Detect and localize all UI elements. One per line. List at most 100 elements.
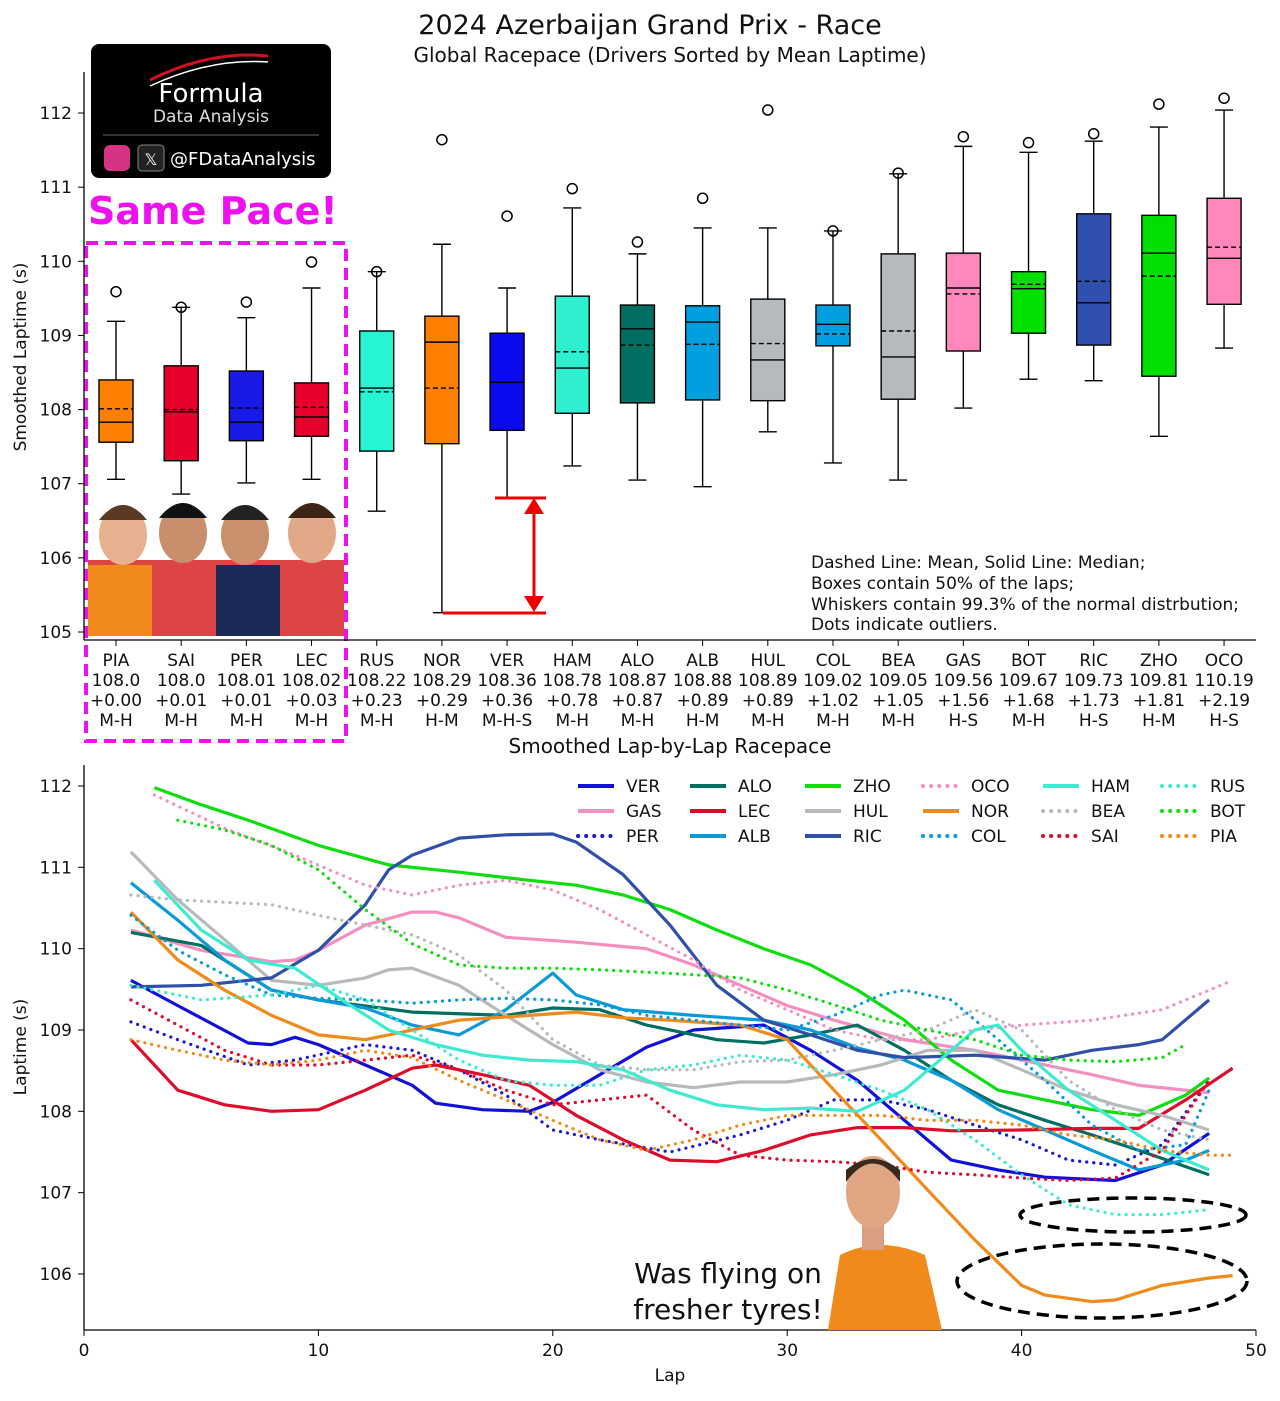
x-tick-tyres: M-H [164, 711, 198, 731]
x-tick-driver: ALO [620, 651, 654, 671]
outlier-point [892, 167, 904, 179]
bottom-y-axis-label: Laptime (s) [11, 999, 31, 1096]
x-tick-gap: +1.05 [872, 691, 924, 711]
note-line: Dashed Line: Mean, Solid Line: Median; [811, 553, 1145, 573]
x-tick-tyres: M-H [295, 711, 329, 731]
x-tick-mean: 109.73 [1064, 671, 1123, 691]
y-tick-label: 108 [40, 1102, 72, 1122]
logo-subtitle: Data Analysis [153, 107, 269, 127]
legend-label: BOT [1210, 802, 1246, 822]
logo: Formula Data Analysis 𝕏 @FDataAnalysis [91, 44, 331, 178]
outlier-point [1218, 92, 1230, 104]
x-tick-driver: HAM [553, 651, 592, 671]
box-bot [1010, 270, 1047, 334]
series-line-sai [129, 998, 1211, 1183]
x-tick-gap: +1.56 [937, 691, 989, 711]
series-line-zho [153, 786, 1211, 1117]
x-tick-mean: 108.36 [477, 671, 536, 691]
x-tick-label: 20 [542, 1341, 564, 1361]
y-tick-label: 105 [40, 623, 72, 643]
series-line-bot [176, 818, 1188, 1064]
x-tick-label: 10 [308, 1341, 330, 1361]
legend-label: COL [971, 827, 1006, 847]
chart-title: 2024 Azerbaijan Grand Prix - Race [418, 10, 881, 41]
x-tick-gap: +0.01 [155, 691, 207, 711]
outlier-point [957, 130, 970, 143]
outlier-point [110, 285, 122, 298]
x-tick-mean: 109.67 [999, 671, 1058, 691]
legend-label: ZHO [853, 777, 891, 797]
legend-label: ALO [738, 777, 772, 797]
legend-label: GAS [626, 802, 662, 822]
legend-label: RIC [853, 827, 882, 847]
outlier-point [370, 265, 383, 278]
box-oco [1206, 197, 1242, 306]
x-tick-tyres: H-M [686, 711, 720, 731]
x-tick-tyres: H-S [1209, 711, 1239, 731]
box-pia [98, 379, 134, 443]
x-tick-driver: SAI [167, 651, 195, 671]
outlier-point [631, 236, 644, 248]
x-tick-tyres: H-S [1079, 711, 1109, 731]
series-line-oco [152, 793, 1235, 1042]
outlier-point [1153, 98, 1165, 110]
x-tick-tyres: H-S [948, 711, 978, 731]
gap-arrow [443, 496, 546, 615]
outlier-point [827, 225, 839, 237]
x-tick-tyres: M-H [230, 711, 264, 731]
x-tick-driver: ALB [686, 651, 719, 671]
outlier-point [305, 256, 318, 268]
x-tick-driver: GAS [946, 651, 982, 671]
x-tick-driver: RUS [359, 651, 394, 671]
box-alb [684, 305, 721, 401]
box-nor [424, 315, 460, 445]
x-tick-driver: RIC [1079, 651, 1108, 671]
x-tick-driver: BOT [1011, 651, 1047, 671]
boxplot-area: 105106107108109110111112PIA108.0+0.00M-H… [40, 72, 1256, 731]
x-tick-gap: +0.87 [611, 691, 663, 711]
x-tick-mean: 108.29 [412, 671, 471, 691]
svg-text:𝕏: 𝕏 [145, 150, 158, 169]
x-tick-mean: 108.01 [217, 671, 276, 691]
outlier-point [240, 296, 253, 308]
x-tick-mean: 108.0 [157, 671, 206, 691]
series-line-ver [130, 978, 1210, 1183]
outlier-point [501, 210, 513, 222]
box-lec [293, 382, 330, 437]
legend-label: LEC [738, 802, 770, 822]
box-zho [1141, 214, 1177, 377]
social-handle: @FDataAnalysis [170, 149, 316, 170]
x-tick-gap: +1.68 [1002, 691, 1054, 711]
box-alo [619, 304, 656, 404]
note-line: Whiskers contain 99.3% of the normal dis… [811, 595, 1239, 615]
legend-label: VER [626, 777, 660, 797]
box-ham [554, 295, 590, 414]
y-tick-label: 109 [40, 1021, 72, 1041]
x-tick-label: 50 [1245, 1341, 1267, 1361]
series-line-ric [130, 832, 1211, 1062]
line-plot-area: 106 107 108 109 110 111 112 0 10 20 30 40 50 [40, 765, 1267, 1361]
nor-highlight-ellipse [955, 1242, 1249, 1320]
x-tick-tyres: M-H [1012, 711, 1046, 731]
x-tick-gap: +0.29 [416, 691, 468, 711]
legend-label: OCO [971, 777, 1010, 797]
bottom-chart-title: Smoothed Lap-by-Lap Racepace [509, 734, 832, 758]
legend-label: PER [626, 827, 659, 847]
x-tick-tyres: M-H [881, 711, 915, 731]
x-tick-mean: 110.19 [1194, 671, 1253, 691]
bottom-x-axis-label: Lap [655, 1366, 686, 1386]
outlier-point [566, 182, 579, 195]
legend-label: PIA [1210, 827, 1237, 847]
x-icon [137, 144, 165, 172]
x-tick-label: 0 [79, 1341, 90, 1361]
note-line: Boxes contain 50% of the laps; [811, 574, 1074, 594]
x-tick-driver: OCO [1205, 651, 1244, 671]
top-y-axis-label: Smoothed Laptime (s) [11, 263, 31, 452]
outlier-point [1022, 136, 1035, 149]
series-line-pia [129, 1038, 1235, 1157]
x-tick-gap: +0.00 [90, 691, 142, 711]
x-tick-driver: VER [490, 651, 524, 671]
x-tick-mean: 109.05 [868, 671, 927, 691]
legend: VER GAS PER ALO LEC ALB ZHO HUL RIC OCO NOR COL HAM B… [576, 777, 1246, 847]
